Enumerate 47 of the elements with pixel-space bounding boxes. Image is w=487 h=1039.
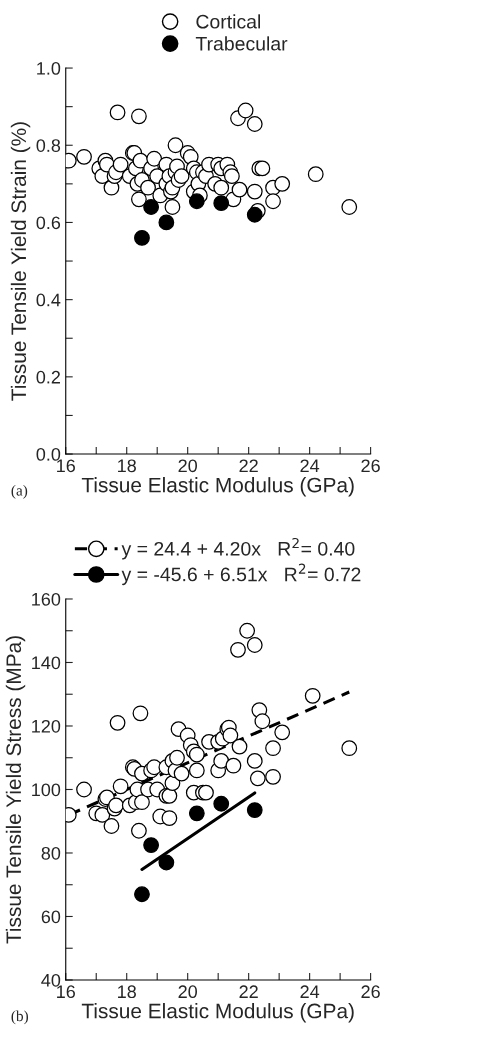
text: (b)	[11, 1010, 29, 1025]
y-tick-label: 40	[41, 973, 61, 987]
x-tick-label: 24	[300, 459, 320, 472]
y-tick-label: 120	[32, 719, 61, 733]
x-tick-label: 26	[361, 459, 380, 473]
x-tick-label: 18	[118, 985, 136, 999]
y-tick-label: 0.2	[36, 370, 60, 384]
x-tick-label: 22	[239, 459, 258, 472]
point	[188, 805, 205, 822]
point	[188, 193, 205, 210]
legend-label: y = 24.4 + 4.20x R$^{2}$= 0.40	[121, 537, 355, 560]
point	[158, 214, 175, 231]
legend-label: Cortical	[196, 14, 261, 29]
x-tick-label: 16	[57, 459, 75, 473]
y-tick-label: 0.6	[36, 216, 61, 230]
legend-label: y = -45.6 + 6.51x R$^{2}$= 0.72	[121, 563, 361, 586]
point	[213, 795, 230, 812]
y-tick-label: 0.0	[36, 447, 61, 461]
legend-label: Trabecular	[195, 36, 288, 51]
x-axis-title: Tissue Elastic Modulus (GPa)	[81, 1003, 354, 1023]
point	[134, 229, 150, 246]
point	[246, 802, 263, 819]
y-axis-title: Tissue Tensile Yield Strain (%)	[10, 122, 31, 401]
point	[213, 195, 230, 212]
y-tick-label: 100	[32, 783, 61, 797]
y-tick-label: 80	[41, 846, 61, 860]
point	[246, 206, 263, 223]
y-tick-label: 0.4	[36, 293, 61, 307]
point	[143, 837, 160, 853]
x-tick-label: 24	[300, 985, 320, 998]
point	[134, 886, 150, 903]
x-tick-label: 16	[57, 985, 75, 999]
text: (a)	[11, 484, 28, 499]
y-tick-label: 140	[32, 656, 61, 670]
y-tick-label: 160	[32, 592, 61, 606]
x-tick-label: 20	[178, 459, 198, 473]
x-tick-label: 22	[239, 985, 258, 998]
x-tick-label: 18	[118, 459, 136, 473]
y-tick-label: 0.8	[36, 139, 61, 152]
y-tick-label: 60	[41, 910, 61, 924]
x-axis-title: Tissue Elastic Modulus (GPa)	[81, 477, 354, 497]
x-tick-label: 20	[178, 985, 198, 999]
y-axis-title: Tissue Tensile Yield Stress (MPa)	[5, 636, 26, 944]
y-tick-label: 1.0	[37, 61, 61, 75]
x-tick-label: 26	[361, 985, 380, 999]
point	[143, 199, 160, 215]
point	[158, 854, 175, 871]
